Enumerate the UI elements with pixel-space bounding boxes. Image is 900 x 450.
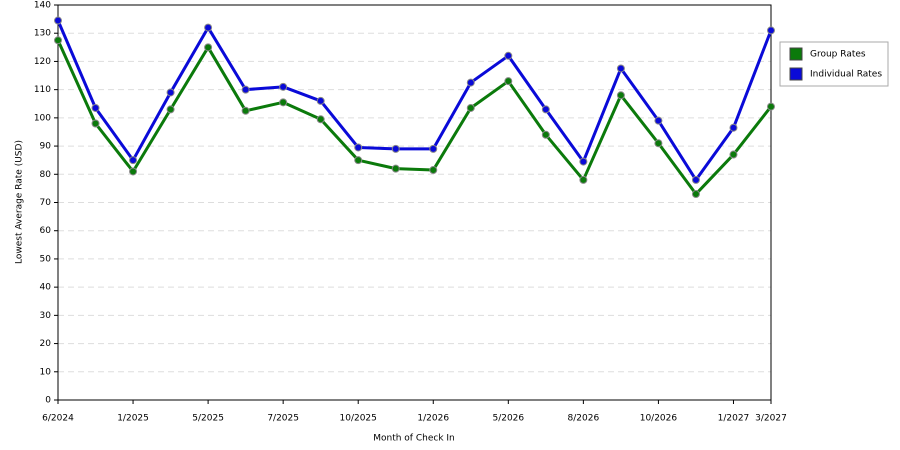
legend-label: Group Rates: [810, 50, 866, 60]
legend-swatch: [789, 67, 803, 81]
plot-border: [57, 4, 772, 401]
data-point: [429, 144, 438, 153]
data-point: [129, 156, 138, 165]
y-tick-label: 50: [40, 254, 52, 264]
data-point: [691, 190, 700, 199]
x-tick-label: 1/2026: [417, 414, 449, 424]
data-point: [654, 116, 663, 125]
data-point: [279, 98, 288, 107]
y-tick-label: 40: [40, 283, 52, 293]
y-tick-label: 60: [40, 226, 52, 236]
data-point: [354, 156, 363, 165]
x-tick-label: 6/2024: [42, 414, 74, 424]
y-tick-label: 0: [45, 396, 51, 406]
data-point: [316, 96, 325, 105]
data-point: [241, 106, 250, 115]
y-tick-label: 90: [40, 142, 52, 152]
data-point: [91, 119, 100, 128]
data-point: [166, 105, 175, 114]
data-point: [729, 150, 738, 159]
x-tick-label: 8/2026: [568, 414, 600, 424]
y-tick-label: 100: [34, 113, 51, 123]
y-tick-label: 140: [34, 1, 51, 11]
legend-label: Individual Rates: [810, 70, 882, 80]
data-point: [654, 139, 663, 148]
data-point: [354, 143, 363, 152]
y-tick-label: 130: [34, 29, 51, 39]
x-tick-label: 1/2027: [718, 414, 750, 424]
data-point: [541, 130, 550, 139]
data-point: [729, 123, 738, 132]
data-point: [54, 16, 62, 25]
data-point: [767, 102, 775, 111]
data-point: [316, 115, 325, 124]
y-tick-label: 80: [40, 170, 52, 180]
data-point: [429, 166, 438, 175]
data-point: [166, 88, 175, 97]
data-point: [204, 23, 213, 32]
data-point: [504, 51, 513, 60]
data-point: [466, 103, 475, 112]
y-tick-label: 30: [40, 311, 52, 321]
data-point: [616, 91, 625, 100]
data-point: [541, 105, 550, 114]
data-point: [91, 103, 100, 112]
data-point: [241, 85, 250, 94]
data-point: [466, 78, 475, 87]
y-tick-label: 110: [34, 85, 51, 95]
data-point: [204, 43, 213, 52]
data-point: [691, 175, 700, 184]
data-point: [391, 164, 400, 173]
plot-area: [58, 5, 771, 400]
x-tick-label: 10/2026: [640, 414, 678, 424]
data-point: [504, 77, 513, 86]
series-line: [56, 39, 773, 196]
x-tick-label: 5/2026: [492, 414, 524, 424]
series-line: [56, 19, 773, 182]
x-tick-label: 5/2025: [192, 414, 224, 424]
data-point: [579, 157, 588, 166]
y-tick-label: 120: [34, 57, 51, 67]
x-axis-title: Month of Check In: [373, 434, 455, 444]
x-tick-label: 7/2025: [267, 414, 299, 424]
data-point: [391, 144, 400, 153]
y-axis-title: Lowest Average Rate (USD): [15, 140, 25, 264]
y-tick-label: 10: [40, 367, 52, 377]
legend-swatch: [789, 47, 803, 61]
data-point: [616, 64, 625, 73]
data-point: [279, 82, 288, 91]
data-point: [54, 36, 62, 45]
data-point: [767, 26, 775, 35]
x-tick-label: 10/2025: [340, 414, 377, 424]
y-tick-label: 70: [40, 198, 52, 208]
x-tick-label: 1/2025: [117, 414, 149, 424]
data-point: [129, 167, 138, 176]
data-point: [579, 175, 588, 184]
x-tick-label: 3/2027: [755, 414, 787, 424]
y-tick-label: 20: [40, 339, 52, 349]
